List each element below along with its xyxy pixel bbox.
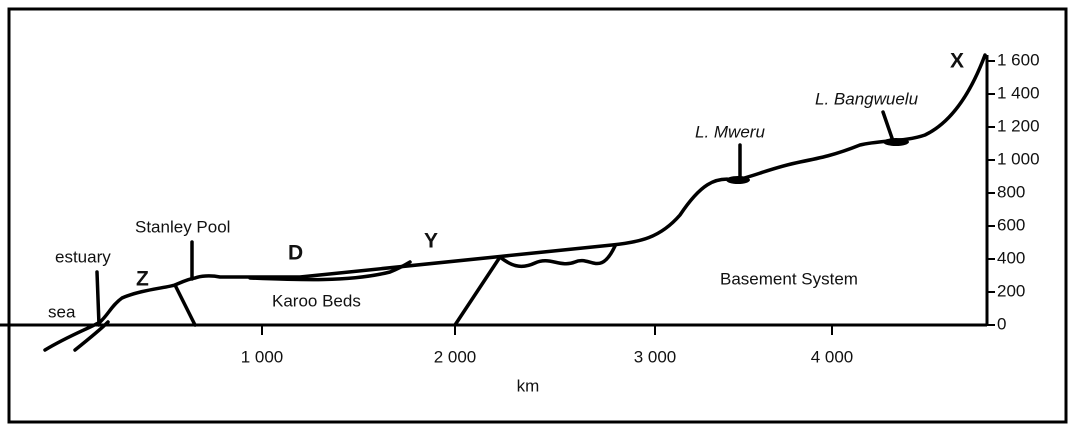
contact — [498, 244, 617, 269]
sea-floor — [73, 320, 110, 352]
label: Basement System — [720, 269, 858, 288]
karoo-lens — [248, 260, 412, 282]
y-tick-label: 400 — [997, 248, 1025, 267]
y-tick-label: 200 — [997, 281, 1025, 300]
y-tick-label: 1 600 — [997, 50, 1040, 69]
label: Karoo Beds — [272, 291, 361, 310]
y-tick-label: 0 — [997, 314, 1006, 333]
lake — [883, 138, 909, 146]
fault — [173, 283, 197, 327]
label: estuary — [55, 247, 111, 266]
label: Stanley Pool — [135, 217, 230, 236]
frame — [7, 7, 1068, 424]
x-axis-title: km — [517, 376, 540, 395]
label: Z — [136, 268, 149, 291]
fault — [453, 255, 502, 327]
y-ticks: 0 200 400 600 800 1 000 1 200 1 400 1 600 — [987, 50, 1040, 333]
y-tick-label: 600 — [997, 215, 1025, 234]
x-tick-label: 1 000 — [241, 347, 284, 366]
pointer — [881, 110, 895, 143]
river-profile — [43, 53, 987, 352]
label: L. Mweru — [695, 122, 765, 141]
label: Y — [424, 230, 438, 253]
lake — [726, 176, 750, 184]
x-ticks: 1 000 2 000 3 000 4 000 — [241, 325, 854, 366]
x-tick-label: 4 000 — [811, 347, 854, 366]
label: D — [288, 242, 303, 265]
label: sea — [48, 302, 76, 321]
y-tick-label: 1 400 — [997, 83, 1040, 102]
label: X — [950, 50, 964, 73]
y-tick-label: 1 000 — [997, 149, 1040, 168]
x-tick-label: 2 000 — [434, 347, 477, 366]
y-tick-label: 1 200 — [997, 116, 1040, 135]
label: L. Bangwuelu — [815, 89, 919, 108]
y-tick-label: 800 — [997, 182, 1025, 201]
pointer — [95, 270, 101, 327]
x-tick-label: 3 000 — [634, 347, 677, 366]
